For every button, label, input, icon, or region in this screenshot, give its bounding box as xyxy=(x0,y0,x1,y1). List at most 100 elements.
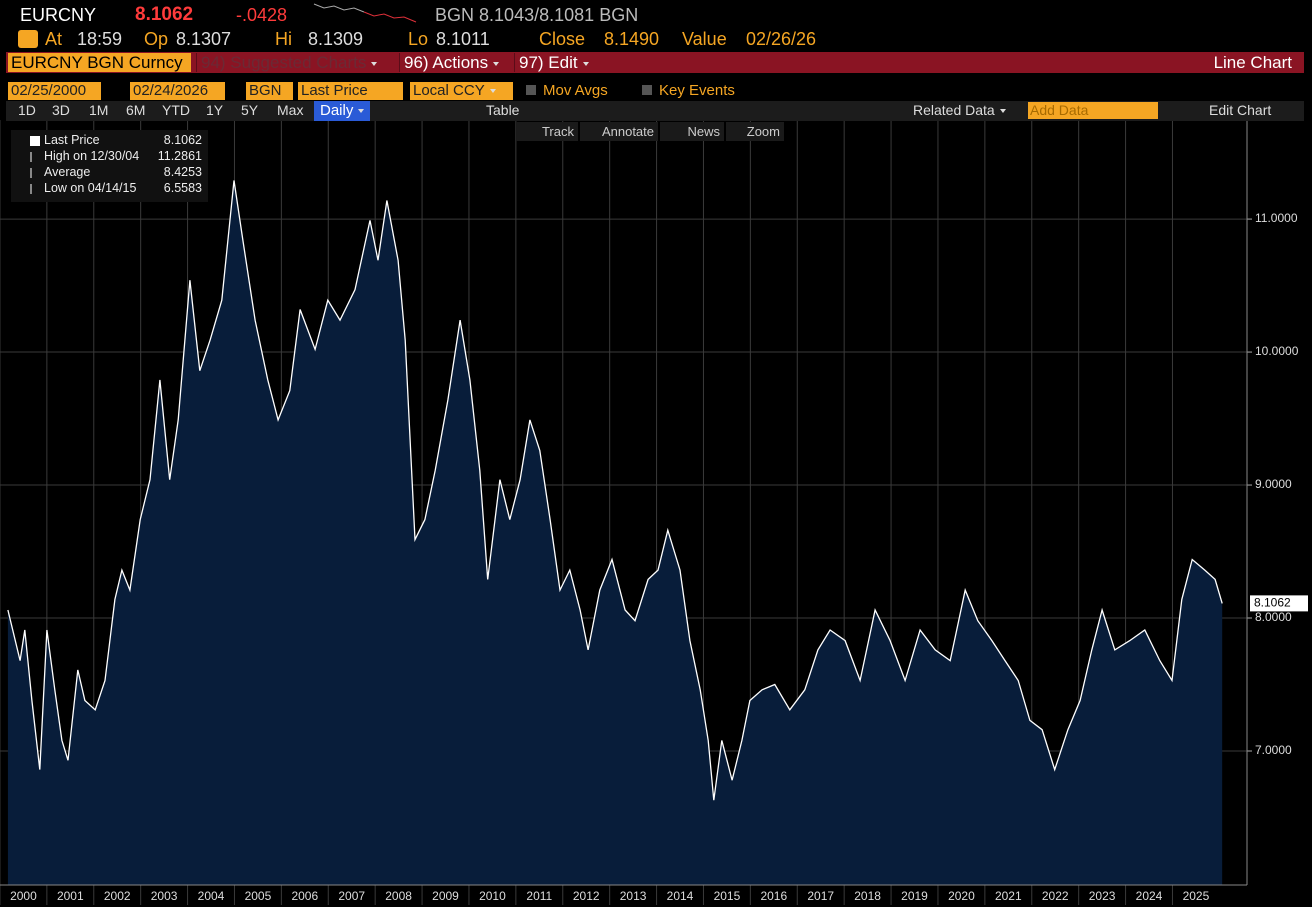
source: BGN xyxy=(435,5,475,25)
add-data[interactable]: Add Data xyxy=(1028,102,1158,119)
price-tag xyxy=(1250,595,1308,612)
price-tag-label: 8.1062 xyxy=(1254,596,1291,610)
legend-value: 11.2861 xyxy=(157,149,202,163)
change: -.0428 xyxy=(236,5,288,25)
x-tick-label: 2002 xyxy=(104,889,131,903)
option[interactable]: Mov Avgs xyxy=(543,82,608,99)
legend-label: Low on 04/14/15 xyxy=(44,181,137,195)
x-tick-label: 2008 xyxy=(385,889,412,903)
x-tick-label: 2009 xyxy=(432,889,459,903)
quote-label: At xyxy=(45,29,63,49)
period-button[interactable]: 3D xyxy=(52,102,70,118)
x-tick-label: 2000 xyxy=(10,889,37,903)
ticker: EURCNY xyxy=(20,5,97,25)
tool-button[interactable]: Zoom xyxy=(726,122,784,141)
quote-value: 18:59 xyxy=(77,29,123,49)
tool-button[interactable]: Annotate xyxy=(580,122,658,141)
x-tick-label: 2023 xyxy=(1089,889,1116,903)
x-tick-label: 2019 xyxy=(901,889,928,903)
legend-value: 8.1062 xyxy=(163,133,202,147)
legend-label: High on 12/30/04 xyxy=(44,149,140,163)
edit-chart[interactable]: Edit Chart xyxy=(1209,102,1272,118)
last-price: 8.1062 xyxy=(135,4,194,25)
x-tick-label: 2017 xyxy=(807,889,834,903)
quote-value: 8.1490 xyxy=(604,29,660,49)
separator: / xyxy=(534,5,540,25)
x-tick-label: 2014 xyxy=(667,889,694,903)
quote-label: Op xyxy=(144,29,169,49)
legend-value: 8.4253 xyxy=(163,165,202,179)
x-tick-label: 2011 xyxy=(526,889,552,903)
checkbox[interactable] xyxy=(526,85,536,95)
menu-bar xyxy=(6,52,1304,73)
x-tick-label: 2004 xyxy=(198,889,225,903)
period-button[interactable]: 6M xyxy=(126,102,146,118)
x-tick-label: 2010 xyxy=(479,889,506,903)
quote-label: Value xyxy=(682,29,727,49)
security-field[interactable]: EURCNY BGN Curncy xyxy=(8,53,191,72)
line xyxy=(7,180,1223,801)
x-tick-label: 2024 xyxy=(1136,889,1163,903)
x-tick-label: 2001 xyxy=(57,889,84,903)
table-button[interactable]: Table xyxy=(486,102,520,118)
start-date[interactable]: 02/25/2000 xyxy=(8,82,101,100)
area xyxy=(7,180,1223,885)
legend-value: 6.5583 xyxy=(163,181,202,195)
frequency-button[interactable]: Daily xyxy=(314,101,371,121)
option[interactable]: Key Events xyxy=(659,82,735,99)
x-tick-label: 2021 xyxy=(995,889,1022,903)
y-tick-label: 10.0000 xyxy=(1255,344,1299,358)
source-field[interactable]: BGN xyxy=(246,82,293,100)
x-tick-label: 2012 xyxy=(573,889,600,903)
period-button[interactable]: 1Y xyxy=(206,102,224,118)
x-tick-label: 2005 xyxy=(245,889,272,903)
ask: 8.1081 xyxy=(539,5,595,25)
quote-label: Lo xyxy=(408,29,429,49)
legend-icon xyxy=(30,136,40,146)
quote-label: Hi xyxy=(275,29,292,49)
x-tick-label: 2018 xyxy=(854,889,881,903)
x-tick-label: 2013 xyxy=(620,889,647,903)
y-tick-label: 7.0000 xyxy=(1255,743,1292,757)
x-tick-label: 2015 xyxy=(714,889,741,903)
bid-ask: BGN 8.1043/8.1081 BGN xyxy=(435,5,638,26)
tool-button[interactable]: Track xyxy=(516,122,578,141)
legend-label: Last Price xyxy=(44,133,100,147)
end-date[interactable]: 02/24/2026 xyxy=(130,82,225,100)
legend-box xyxy=(11,130,208,202)
legend-icon xyxy=(30,184,32,194)
menu-item[interactable]: 96) Actions xyxy=(399,53,503,72)
y-tick-label: 11.0000 xyxy=(1255,211,1298,225)
related-data[interactable]: Related Data xyxy=(913,102,1006,118)
checkbox[interactable] xyxy=(642,85,652,95)
tool-button[interactable]: News xyxy=(660,122,724,141)
quote-value: 8.1309 xyxy=(308,29,364,49)
period-button[interactable]: YTD xyxy=(162,102,190,118)
alert-icon[interactable] xyxy=(18,30,38,48)
bid: 8.1043 xyxy=(479,5,535,25)
x-tick-label: 2022 xyxy=(1042,889,1069,903)
y-tick-label: 9.0000 xyxy=(1255,477,1292,491)
menu-item[interactable]: 97) Edit xyxy=(514,53,593,72)
quote-value: 8.1011 xyxy=(436,29,490,49)
y-tick-label: 8.0000 xyxy=(1255,610,1292,624)
x-tick-label: 2020 xyxy=(948,889,975,903)
x-tick-label: 2003 xyxy=(151,889,178,903)
field-select[interactable]: Last Price xyxy=(298,82,403,100)
legend-icon xyxy=(30,168,32,178)
period-button[interactable]: 5Y xyxy=(241,102,259,118)
currency-select[interactable]: Local CCY xyxy=(410,82,513,100)
period-button[interactable]: 1D xyxy=(18,102,36,118)
period-button[interactable]: 1M xyxy=(89,102,109,118)
x-tick-label: 2025 xyxy=(1183,889,1210,903)
menu-item[interactable]: 94) Suggested Charts xyxy=(196,53,381,72)
x-tick-label: 2007 xyxy=(338,889,365,903)
quote-value: 02/26/26 xyxy=(746,29,817,49)
quote-label: Close xyxy=(539,29,586,49)
legend-icon xyxy=(30,152,32,162)
period-button[interactable]: Max xyxy=(277,102,304,118)
chart: 2000 2001 2002 2003 2004 2005 2006 2007 2008 2009… xyxy=(0,120,1308,905)
source: BGN xyxy=(599,5,639,25)
x-tick-label: 2006 xyxy=(291,889,318,903)
sparkline xyxy=(313,3,417,23)
